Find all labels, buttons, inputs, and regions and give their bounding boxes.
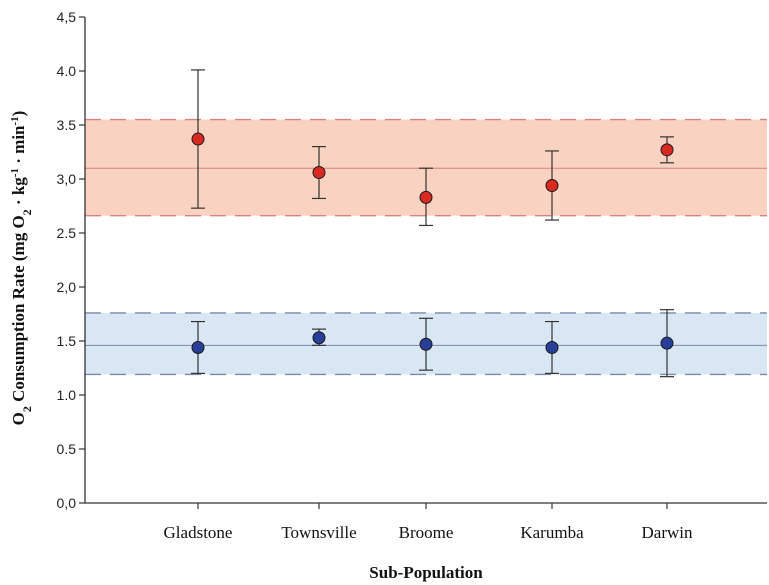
point-0-3 bbox=[545, 178, 559, 192]
y-tick-label-1: 0.5 bbox=[57, 441, 77, 457]
x-tick-label-2: Broome bbox=[399, 523, 454, 542]
y-tick-label-2: 1.0 bbox=[57, 387, 77, 403]
point-1-4 bbox=[660, 336, 674, 350]
point-1-0 bbox=[191, 340, 205, 354]
y-tick-label-9: 4,5 bbox=[57, 9, 77, 25]
y-axis-title: O2 Consumption Rate (mg O2 · kg-1 · min-… bbox=[9, 111, 34, 426]
x-tick-label-3: Karumba bbox=[520, 523, 584, 542]
data-points bbox=[191, 132, 674, 354]
point-1-3 bbox=[545, 340, 559, 354]
y-tick-label-8: 4.0 bbox=[57, 63, 77, 79]
y-tick-label-7: 3.5 bbox=[57, 117, 77, 133]
y-tick-label-3: 1.5 bbox=[57, 333, 77, 349]
x-axis-title: Sub-Population bbox=[369, 563, 483, 582]
point-0-0 bbox=[191, 132, 205, 146]
x-tick-label-0: Gladstone bbox=[164, 523, 233, 542]
y-ticks: 0,0 0.5 1.0 1.5 2,0 2.5 3,0 3.5 4.0 4,5 bbox=[57, 9, 85, 511]
error-bars bbox=[191, 69, 674, 378]
point-1-1 bbox=[312, 331, 326, 345]
y-tick-label-6: 3,0 bbox=[57, 171, 77, 187]
point-0-1 bbox=[312, 166, 326, 180]
point-0-4 bbox=[660, 143, 674, 157]
point-0-2 bbox=[419, 190, 433, 204]
y-tick-label-5: 2.5 bbox=[57, 225, 77, 241]
y-tick-label-0: 0,0 bbox=[57, 495, 77, 511]
axes bbox=[84, 17, 767, 504]
point-1-2 bbox=[419, 337, 433, 351]
y-tick-label-4: 2,0 bbox=[57, 279, 77, 295]
x-tick-label-4: Darwin bbox=[642, 523, 693, 542]
x-ticks: Gladstone Townsville Broome Karumba Darwin bbox=[164, 503, 693, 542]
x-tick-label-1: Townsville bbox=[281, 523, 356, 542]
